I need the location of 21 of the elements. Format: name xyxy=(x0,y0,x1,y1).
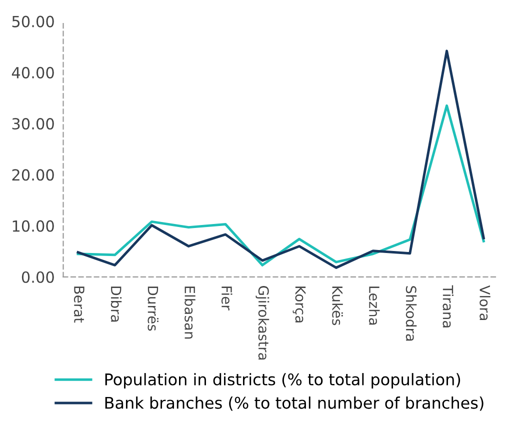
x-tick-label: Kukës xyxy=(332,286,343,326)
legend-label: Population in districts (% to total population) xyxy=(105,373,460,389)
y-tick-label: 0.00 xyxy=(22,271,54,283)
x-tick-label: Elbasan xyxy=(184,286,196,339)
x-tick-label: Vlora xyxy=(480,285,490,320)
line-series xyxy=(76,50,485,269)
x-tick-label: Berat xyxy=(74,286,84,323)
x-tick-label: Tirana xyxy=(442,285,454,328)
x-tick-label: Dibra xyxy=(110,286,122,322)
y-tick-label: 10.00 xyxy=(12,220,54,232)
legend-label: Bank branches (% to total number of branches) xyxy=(105,396,484,411)
y-tick-label: 20.00 xyxy=(12,169,54,181)
x-tick-label: Gjirokastra xyxy=(256,286,270,360)
y-tick-label: 30.00 xyxy=(12,118,54,130)
x-tick-label: Shkodra xyxy=(406,286,417,341)
x-tick-label: Lezha xyxy=(368,286,380,325)
x-tick-label: Korça xyxy=(292,286,306,322)
x-tick-label: Durrës xyxy=(148,286,158,331)
y-tick-label: 50.00 xyxy=(12,16,54,28)
x-tick-label: Fier xyxy=(221,286,232,310)
y-tick-label: 40.00 xyxy=(12,66,54,78)
